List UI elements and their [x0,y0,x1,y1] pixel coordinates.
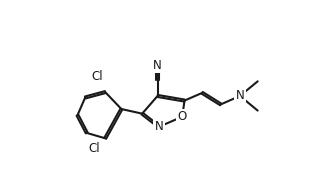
Text: N: N [153,59,162,72]
Text: N: N [236,89,244,102]
Text: Cl: Cl [89,142,100,155]
Text: N: N [155,120,163,133]
Text: O: O [178,110,187,123]
Text: Cl: Cl [92,70,103,83]
